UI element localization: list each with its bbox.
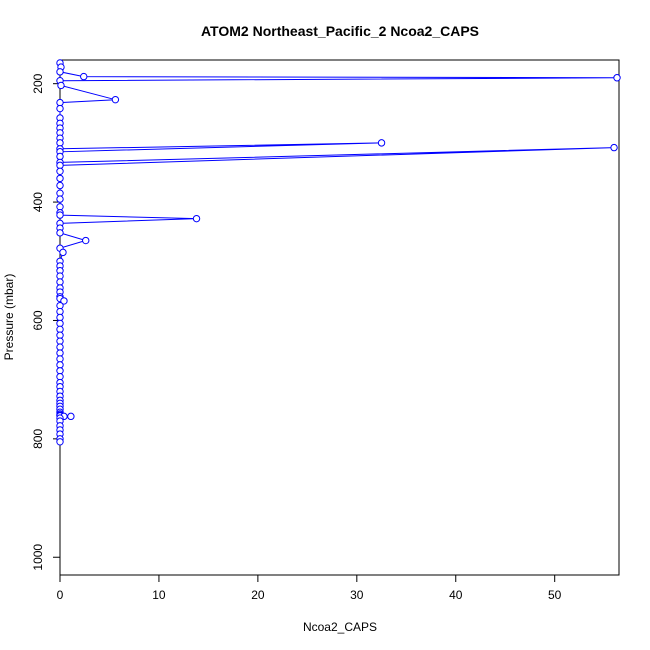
data-point <box>56 438 64 446</box>
y-tick-label: 600 <box>31 310 45 330</box>
y-tick-label: 1000 <box>31 544 45 571</box>
data-point <box>610 143 618 152</box>
data-point <box>192 214 201 223</box>
series-line <box>59 62 618 442</box>
x-tick-label: 10 <box>152 588 166 602</box>
y-tick-label: 400 <box>31 192 45 212</box>
data-point <box>57 81 65 90</box>
y-tick-label: 200 <box>31 73 45 93</box>
data-point <box>111 95 120 104</box>
x-axis: 0 10 20 30 40 50 <box>57 574 562 602</box>
y-axis-label: Pressure (mbar) <box>2 274 16 361</box>
data-point <box>67 412 75 421</box>
data-point <box>82 236 90 245</box>
data-point <box>56 174 64 183</box>
y-axis: 200 400 600 800 1000 <box>31 73 61 571</box>
data-point <box>613 74 621 82</box>
x-tick-label: 50 <box>548 588 562 602</box>
x-tick-label: 20 <box>251 588 265 602</box>
data-point <box>56 104 64 113</box>
data-point <box>59 248 67 257</box>
data-point <box>60 297 68 305</box>
data-point <box>56 229 64 237</box>
x-tick-label: 0 <box>57 588 64 602</box>
data-point <box>56 167 64 175</box>
x-axis-label: Ncoa2_CAPS <box>303 620 377 634</box>
plot-area <box>56 59 621 446</box>
data-point <box>56 195 64 203</box>
chart-title: ATOM2 Northeast_Pacific_2 Ncoa2_CAPS <box>201 23 479 39</box>
y-tick-label: 800 <box>31 429 45 449</box>
x-tick-label: 30 <box>350 588 364 602</box>
data-point <box>56 68 64 76</box>
data-point <box>80 72 88 81</box>
data-point <box>56 211 64 219</box>
x-tick-label: 40 <box>449 588 463 602</box>
data-point <box>377 139 386 147</box>
data-point <box>56 181 64 190</box>
plot-frame <box>59 59 620 576</box>
